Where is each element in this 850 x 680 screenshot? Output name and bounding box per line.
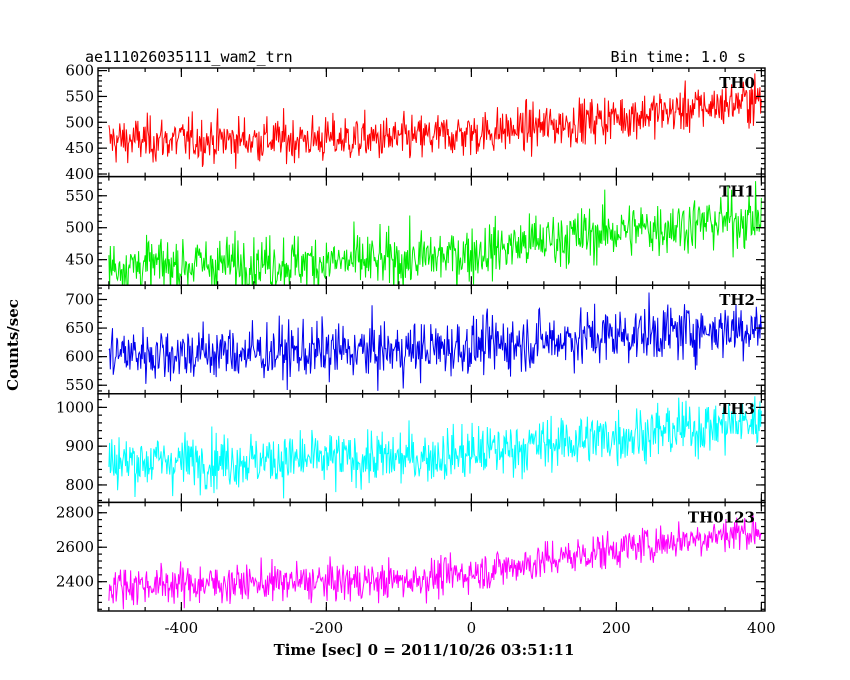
- series-line-th2: [108, 292, 762, 391]
- panel-th0: 400 450 500 550 600 TH0: [65, 62, 766, 183]
- y-tick-label: 400: [65, 165, 94, 183]
- panel-frame: [97, 393, 766, 504]
- y-tick-label: 550: [65, 376, 94, 394]
- bin-time-label: Bin time: 1.0 s: [611, 48, 746, 66]
- y-tick-label: 2600: [56, 538, 94, 556]
- x-axis: -400 -200 0 200 400: [165, 619, 776, 637]
- y-tick-label: 1000: [56, 398, 94, 416]
- y-tick-label: 2800: [56, 504, 94, 522]
- y-tick-label: 600: [65, 62, 94, 80]
- y-tick-label: 700: [65, 290, 94, 308]
- x-tick-label: 0: [467, 619, 477, 637]
- panel-th3: 800 900 1000 TH3: [56, 393, 766, 504]
- y-tick-label: 500: [65, 219, 94, 237]
- series-line-th0123: [108, 512, 762, 610]
- panel-label-th1: TH1: [719, 183, 755, 201]
- chart-title: ae111026035111_wam2_trn: [85, 48, 293, 66]
- panel-frame: [97, 67, 766, 178]
- panel-label-th2: TH2: [719, 291, 755, 309]
- panel-label-th3: TH3: [719, 400, 755, 418]
- series-line-th0: [108, 73, 762, 169]
- x-tick-label: 200: [602, 619, 631, 637]
- panel-th2: 550 600 650 700 TH2: [65, 284, 766, 395]
- x-tick-label: -400: [165, 619, 199, 637]
- y-tick-label: 2400: [56, 573, 94, 591]
- y-tick-label: 550: [65, 187, 94, 205]
- series-line-th3: [108, 396, 762, 499]
- panels-group: 400 450 500 550 600 TH0 450 500 550 TH1 550 600 650 7…: [56, 62, 766, 612]
- panel-th0123: 2400 2600 2800 TH0123: [56, 501, 766, 612]
- panel-label-th0123: TH0123: [688, 508, 755, 526]
- panel-label-th0: TH0: [719, 74, 755, 92]
- y-tick-label: 650: [65, 319, 94, 337]
- y-tick-label: 800: [65, 476, 94, 494]
- x-axis-title: Time [sec] 0 = 2011/10/26 03:51:11: [274, 641, 575, 659]
- y-tick-label: 900: [65, 437, 94, 455]
- y-tick-label: 500: [65, 113, 94, 131]
- y-tick-label: 600: [65, 348, 94, 366]
- y-axis-title: Counts/sec: [4, 299, 22, 391]
- y-tick-label: 550: [65, 87, 94, 105]
- x-tick-label: 400: [747, 619, 776, 637]
- x-tick-label: -200: [310, 619, 344, 637]
- panel-th1: 450 500 550 TH1: [65, 175, 766, 286]
- panel-frame: [97, 501, 766, 612]
- y-tick-label: 450: [65, 139, 94, 157]
- series-line-th1: [108, 181, 762, 286]
- y-tick-label: 450: [65, 251, 94, 269]
